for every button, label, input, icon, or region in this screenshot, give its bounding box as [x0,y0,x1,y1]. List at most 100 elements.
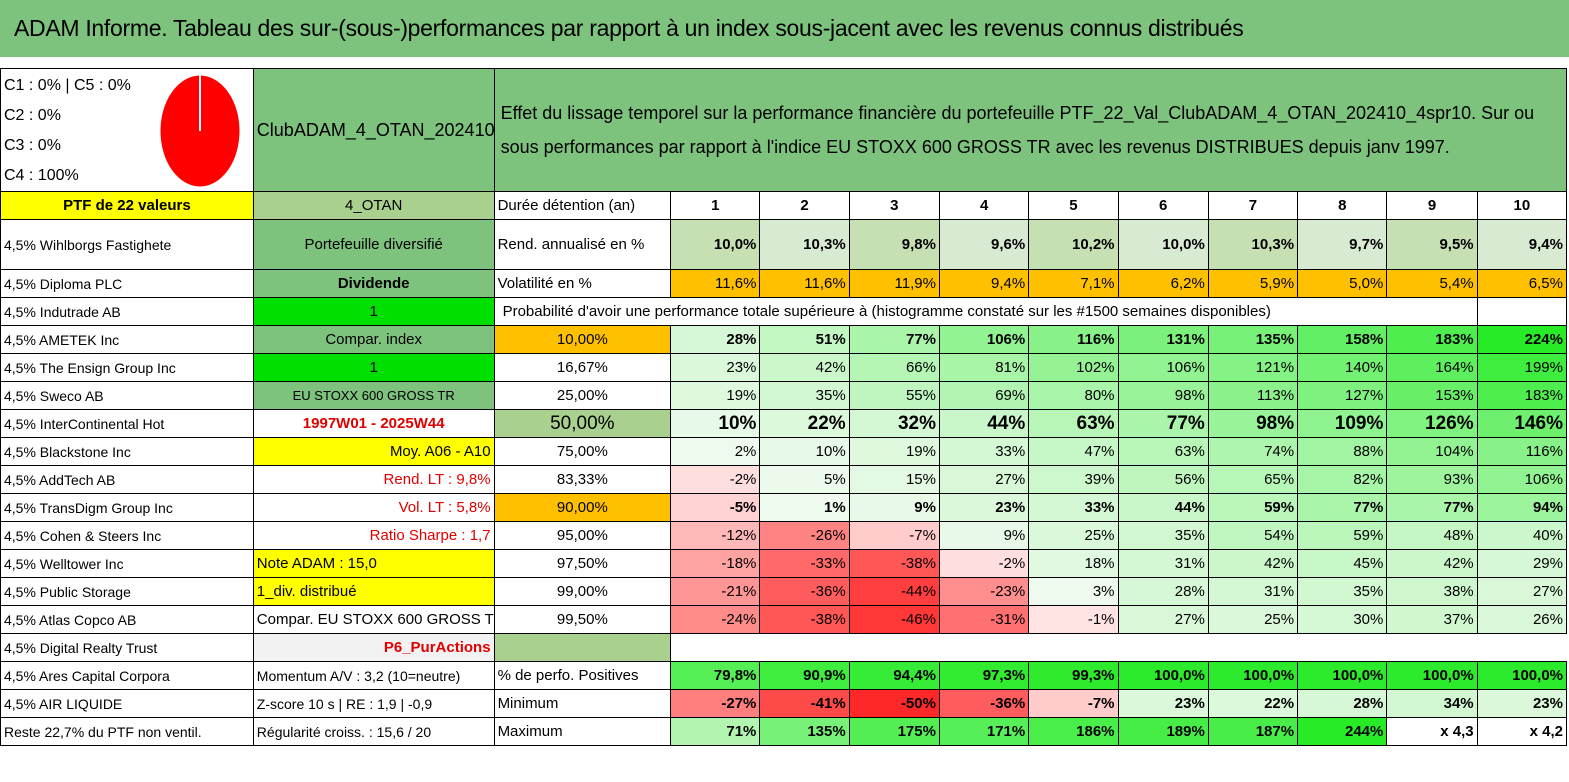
rend-value: 9,5% [1386,219,1478,270]
probability-value: 37% [1386,605,1478,634]
probability-value: 131% [1117,325,1209,354]
probability-value: 77% [1386,493,1478,522]
probability-value: 98% [1207,409,1299,438]
holding-name: 4,5% InterContinental Hot [0,409,254,438]
positive-value: 90,9% [759,661,850,690]
holding-row: 4,5% Welltower Inc Note ADAM : 15,0 97,50%… [0,549,1568,578]
probability-value: 102% [1028,353,1119,382]
year-header-row: PTF de 22 valeurs 4_OTAN Durée détention (… [0,191,1568,220]
probability-value: 2% [670,437,761,466]
min-value: -36% [938,689,1030,718]
holding-row: 4,5% Cohen & Steers Inc Ratio Sharpe : 1,… [0,521,1568,550]
probability-value: 77% [1117,409,1209,438]
info-cell: Régularité croiss. : 15,6 / 20 [252,717,495,746]
info-cell: Momentum A/V : 3,2 (10=neutre) [252,661,495,690]
max-value: x 4,3 [1386,717,1478,746]
performance-table: C1 : 0% | C5 : 0% C2 : 0% C3 : 0% C4 : 1… [0,68,1568,746]
probability-value: 10% [759,437,850,466]
probability-value: 135% [1207,325,1299,354]
holding-name: 4,5% Sweco AB [0,381,254,410]
max-value: x 4,2 [1476,717,1568,746]
probability-value: 27% [938,465,1030,494]
probability-value: 153% [1386,381,1478,410]
percentile: 95,00% [493,521,672,550]
info-cell: Note ADAM : 15,0 [252,549,495,578]
probability-value: 31% [1207,577,1299,606]
vol-value: 6,5% [1476,269,1568,298]
holding-name: 4,5% Blackstone Inc [0,437,254,466]
percentile: 50,00% [493,409,672,438]
probability-value: -12% [670,521,761,550]
stat-line: C4 : 100% [4,167,79,184]
vol-value: 5,0% [1297,269,1388,298]
probability-value: 10% [670,409,761,438]
holding-name: 4,5% Wihlborgs Fastighete [0,219,254,270]
probability-value: 104% [1386,437,1478,466]
min-value: -50% [848,689,940,718]
probability-value: 29% [1476,549,1568,578]
vol-value: 7,1% [1028,269,1119,298]
probability-value: -38% [848,549,940,578]
holding-name: 4,5% Welltower Inc [0,549,254,578]
rend-value: 10,0% [670,219,761,270]
probability-value: 27% [1117,605,1209,634]
year-header: 7 [1207,191,1299,220]
probability-value: 45% [1297,549,1388,578]
year-header: 8 [1297,191,1388,220]
rend-value: 10,3% [1207,219,1299,270]
max-value: 244% [1297,717,1388,746]
probability-value: 77% [1297,493,1388,522]
year-header: 5 [1028,191,1119,220]
probability-value: 42% [759,353,850,382]
probability-value: 28% [670,325,761,354]
probability-value: 140% [1297,353,1388,382]
probability-value: 19% [848,437,940,466]
probability-value: 30% [1297,605,1388,634]
holding-name: 4,5% Diploma PLC [0,269,254,298]
holding-name: Reste 22,7% du PTF non ventil. [0,717,254,746]
positive-value: 100,0% [1117,661,1209,690]
max-value: 187% [1207,717,1299,746]
info-cell: P6_PurActions [252,633,495,662]
min-value: -27% [670,689,761,718]
probability-value: 106% [938,325,1030,354]
probability-value: -2% [938,549,1030,578]
probability-value: 26% [1476,605,1568,634]
vol-value: 11,6% [759,269,850,298]
probability-value: 106% [1476,465,1568,494]
probability-value: 25% [1028,521,1119,550]
holding-name: 4,5% Indutrade AB [0,297,254,326]
holding-name: 4,5% Public Storage [0,577,254,606]
probability-value: 88% [1297,437,1388,466]
positive-value: 100,0% [1297,661,1388,690]
probability-value: 69% [938,381,1030,410]
stat-line: C2 : 0% [4,107,61,124]
probability-value: 35% [759,381,850,410]
max-value: 175% [848,717,940,746]
probability-value: 9% [938,521,1030,550]
probability-value: 63% [1028,409,1119,438]
holding-row: 4,5% Digital Realty Trust P6_PurActions [0,633,1567,662]
probability-value: 94% [1476,493,1568,522]
probability-value: -1% [1028,605,1119,634]
probability-value: 33% [1028,493,1119,522]
probability-value: 63% [1117,437,1209,466]
holding-name: 4,5% Digital Realty Trust [0,633,254,662]
stats-cell: C1 : 0% | C5 : 0% C2 : 0% C3 : 0% C4 : 1… [0,68,254,192]
holding-row: 4,5% Sweco AB EU STOXX 600 GROSS TR 25,00%… [0,381,1568,410]
max-value: 186% [1028,717,1119,746]
probability-value: 164% [1386,353,1478,382]
fund-name: ClubADAM_4_OTAN_202410_4spr10 [252,68,495,192]
probability-value: -7% [848,521,940,550]
probability-value: -21% [670,577,761,606]
rend-value: 10,0% [1117,219,1209,270]
probability-value: 116% [1028,325,1119,354]
holding-row: 4,5% AddTech AB Rend. LT : 9,8% 83,33% -2% 5… [0,465,1568,494]
rend-value: 9,8% [848,219,940,270]
probability-value: 121% [1207,353,1299,382]
probability-value: 23% [938,493,1030,522]
probability-value: 146% [1476,409,1568,438]
probability-value: -33% [759,549,850,578]
percentile: 16,67% [493,353,672,382]
holding-name: 4,5% Atlas Copco AB [0,605,254,634]
